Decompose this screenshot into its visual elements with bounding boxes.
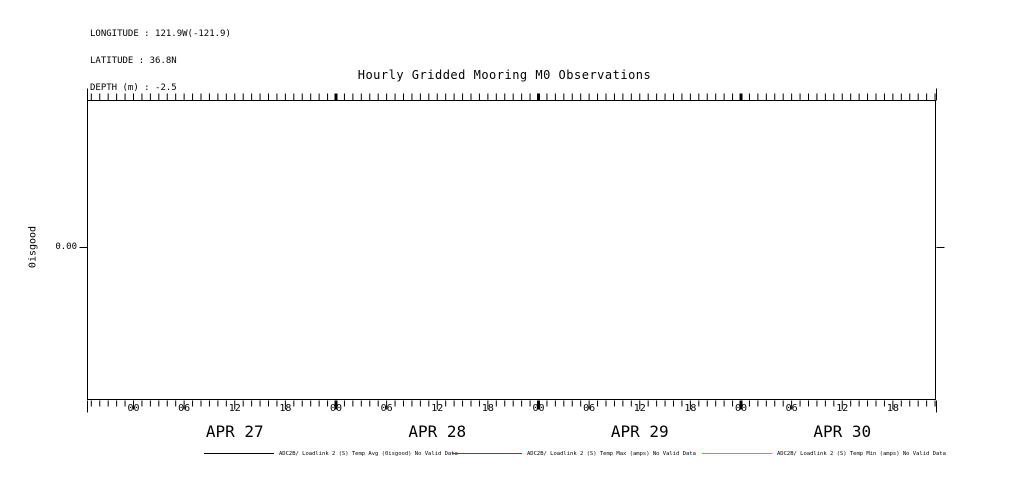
day-label: APR 28 [408, 422, 467, 441]
hour-tick-label: 00 [329, 403, 343, 414]
legend-item-temp-max: ADC2B/ Loadlink 2 (S) Temp Max (amps) No… [452, 449, 696, 458]
hour-tick-label: 12 [836, 403, 849, 414]
day-label: APR 29 [610, 422, 669, 441]
legend: ADC2B/ Loadlink 2 (S) Temp Avg (0isgood)… [0, 449, 1009, 461]
legend-label: ADC2B/ Loadlink 2 (S) Temp Min (amps) No… [777, 450, 946, 457]
legend-line-green [702, 453, 772, 454]
hour-tick-label: 18 [684, 403, 697, 414]
legend-line-black [204, 453, 274, 454]
hour-tick-label: 00 [734, 403, 748, 414]
hour-tick-label: 06 [178, 403, 191, 414]
y-tick-label: 0.00 [55, 242, 77, 252]
chart-title: Hourly Gridded Mooring M0 Observations [357, 68, 652, 82]
metadata-latitude: LATITUDE : 36.8N [90, 56, 177, 66]
legend-item-temp-avg: ADC2B/ Loadlink 2 (S) Temp Avg (0isgood)… [204, 449, 458, 458]
plot-area [87, 100, 936, 400]
hour-tick-label: 18 [886, 403, 899, 414]
hour-tick-label: 06 [785, 403, 798, 414]
legend-label: ADC2B/ Loadlink 2 (S) Temp Avg (0isgood)… [279, 450, 458, 457]
y-axis-label: 0isgood [27, 225, 39, 269]
hour-tick-label: 12 [633, 403, 646, 414]
metadata-longitude: LONGITUDE : 121.9W(-121.9) [90, 29, 231, 39]
hour-tick-label: 12 [431, 403, 444, 414]
legend-item-temp-min: ADC2B/ Loadlink 2 (S) Temp Min (amps) No… [702, 449, 946, 458]
legend-line-red [452, 453, 522, 454]
day-label: APR 27 [205, 422, 264, 441]
hour-tick-label: 18 [481, 403, 494, 414]
hour-tick-label: 12 [228, 403, 241, 414]
hour-tick-label: 06 [380, 403, 393, 414]
metadata-depth: DEPTH (m) : -2.5 [90, 83, 177, 93]
hour-tick-label: 06 [583, 403, 596, 414]
day-label: APR 30 [813, 422, 872, 441]
hour-tick-label: 00 [127, 403, 140, 414]
hour-tick-label: 18 [279, 403, 292, 414]
hour-tick-label: 00 [532, 403, 545, 414]
legend-label: ADC2B/ Loadlink 2 (S) Temp Max (amps) No… [527, 450, 696, 457]
